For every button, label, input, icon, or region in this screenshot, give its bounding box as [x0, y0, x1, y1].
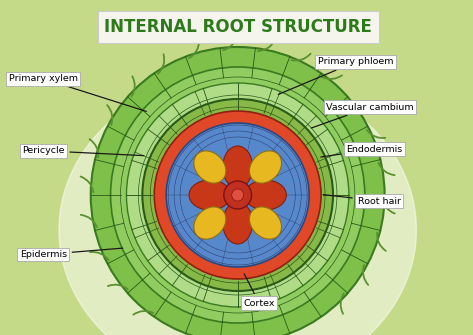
Text: Pericycle: Pericycle — [22, 146, 144, 156]
Text: Root hair: Root hair — [323, 195, 401, 205]
Text: Primary xylem: Primary xylem — [9, 74, 146, 111]
Circle shape — [232, 189, 244, 201]
Text: Vascular cambium: Vascular cambium — [311, 103, 413, 128]
Ellipse shape — [249, 151, 281, 183]
Text: Cortex: Cortex — [244, 274, 275, 308]
Ellipse shape — [194, 151, 226, 183]
Text: Endodermis: Endodermis — [321, 145, 403, 157]
Circle shape — [154, 111, 321, 279]
Circle shape — [91, 47, 385, 335]
Text: INTERNAL ROOT STRUCTURE: INTERNAL ROOT STRUCTURE — [104, 18, 372, 36]
Ellipse shape — [249, 207, 281, 239]
Ellipse shape — [223, 146, 253, 188]
Circle shape — [166, 123, 309, 267]
Text: Epidermis: Epidermis — [20, 248, 123, 259]
Ellipse shape — [245, 180, 286, 210]
Circle shape — [111, 67, 365, 323]
Ellipse shape — [189, 180, 231, 210]
Text: Primary phloem: Primary phloem — [278, 58, 394, 94]
Circle shape — [142, 99, 333, 291]
Ellipse shape — [194, 207, 226, 239]
Circle shape — [126, 83, 349, 307]
Ellipse shape — [59, 75, 416, 335]
Circle shape — [224, 181, 252, 209]
Ellipse shape — [223, 202, 253, 244]
